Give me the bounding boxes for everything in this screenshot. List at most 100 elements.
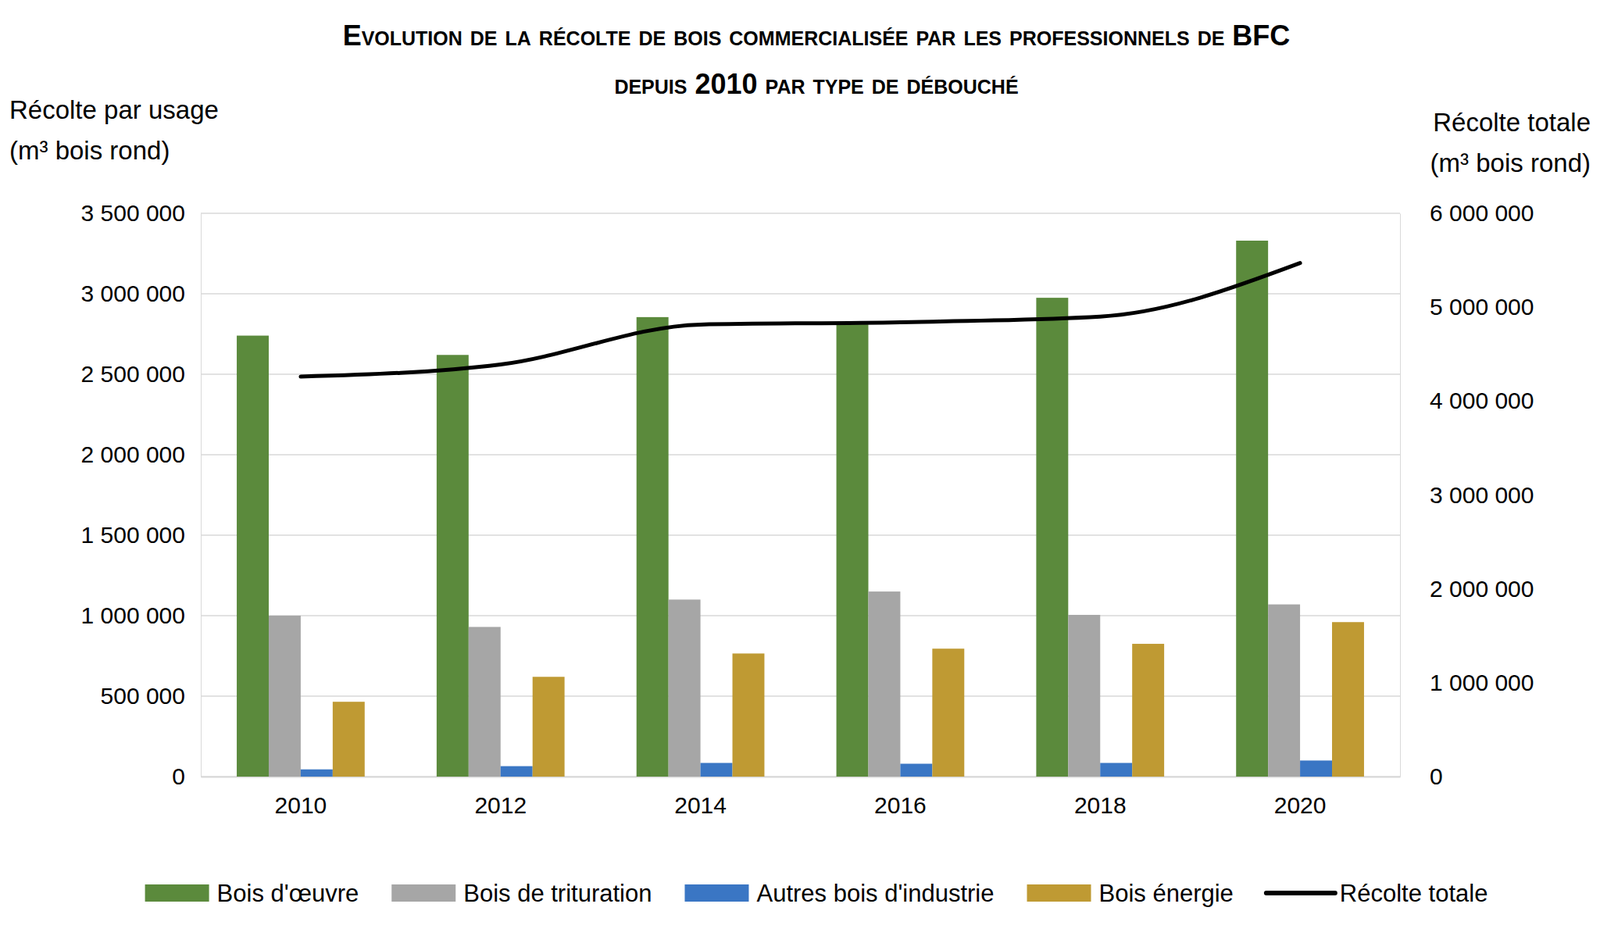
legend-item: Bois de trituration bbox=[391, 879, 652, 908]
x-tick-label: 2016 bbox=[874, 792, 927, 818]
y2-axis-title: Récolte totale bbox=[1432, 107, 1591, 137]
bar bbox=[500, 766, 533, 777]
legend-swatch bbox=[1266, 890, 1336, 896]
y2-tick-label: 1 000 000 bbox=[1429, 669, 1534, 696]
y2-tick: 6 000 000 bbox=[1400, 200, 1534, 226]
x-tick: 2014 bbox=[674, 776, 727, 818]
grid-line bbox=[200, 534, 1400, 536]
y2-tick: 3 000 000 bbox=[1400, 482, 1534, 508]
title: Evolution de la récolte de bois commerci… bbox=[342, 19, 1291, 52]
y-tick-label: 1 000 000 bbox=[81, 602, 186, 629]
y-tick: 1 500 000 bbox=[81, 521, 201, 548]
y2-tick: 0 bbox=[1400, 763, 1443, 790]
legend-item: Autres bois d'industrie bbox=[684, 879, 994, 908]
bar bbox=[1035, 297, 1068, 777]
bar bbox=[836, 324, 869, 777]
bar bbox=[1067, 614, 1100, 777]
legend-swatch bbox=[391, 884, 456, 902]
legend-item: Bois d'œuvre bbox=[145, 879, 360, 908]
y-axis-title: (m³ bois rond) bbox=[9, 135, 170, 165]
y-tick-label: 2 000 000 bbox=[81, 441, 186, 468]
legend: Bois d'œuvre Bois de trituration Autres bo… bbox=[145, 879, 1489, 908]
title: depuis 2010 par type de débouché bbox=[614, 67, 1018, 100]
y2-tick: 4 000 000 bbox=[1400, 387, 1534, 414]
x-tick: 2018 bbox=[1074, 776, 1127, 818]
y2-axis-line bbox=[1400, 214, 1401, 778]
y-tick: 2 500 000 bbox=[81, 360, 201, 387]
x-axis-line bbox=[201, 776, 1401, 779]
y-tick-label: 3 500 000 bbox=[81, 200, 186, 226]
x-tick-label: 2018 bbox=[1074, 792, 1127, 818]
bar-series bbox=[236, 240, 1268, 777]
grid-line bbox=[200, 695, 1400, 697]
y2-axis-title: (m³ bois rond) bbox=[1430, 148, 1591, 178]
grid-line bbox=[200, 453, 1400, 456]
bar bbox=[300, 769, 333, 777]
grid-line bbox=[200, 775, 1400, 778]
legend-swatch bbox=[684, 884, 749, 902]
y-tick-label: 0 bbox=[171, 763, 186, 790]
y2-tick: 1 000 000 bbox=[1400, 669, 1534, 696]
y2-tick-label: 0 bbox=[1429, 763, 1443, 790]
bar bbox=[1132, 643, 1165, 777]
y2-tick-label: 3 000 000 bbox=[1429, 482, 1534, 508]
legend-label: Récolte totale bbox=[1339, 879, 1489, 908]
bar bbox=[900, 764, 933, 777]
y2-tick: 2 000 000 bbox=[1400, 575, 1534, 602]
legend-swatch bbox=[145, 884, 210, 902]
x-tick: 2010 bbox=[275, 776, 328, 818]
y-axis: 0 500 000 1 000 000 1 500 000 2 000 000 2 500… bbox=[81, 200, 202, 790]
bar bbox=[268, 615, 301, 777]
y-tick: 3 500 000 bbox=[81, 200, 201, 226]
x-tick: 2020 bbox=[1274, 776, 1327, 818]
x-tick: 2016 bbox=[874, 776, 927, 818]
y-tick-label: 3 000 000 bbox=[81, 280, 186, 307]
legend-label: Bois d'œuvre bbox=[217, 879, 360, 908]
bar bbox=[436, 354, 469, 777]
x-tick-label: 2010 bbox=[275, 792, 328, 818]
bar bbox=[1332, 621, 1365, 777]
y-tick-label: 2 500 000 bbox=[81, 360, 186, 387]
y2-axis: 0 1 000 000 2 000 000 3 000 000 4 000 000 5 0… bbox=[1400, 200, 1534, 790]
y-tick-label: 1 500 000 bbox=[81, 521, 186, 548]
x-axis: 2010 2012 2014 2016 2018 2020 bbox=[201, 776, 1401, 818]
x-tick: 2012 bbox=[474, 776, 527, 818]
bar bbox=[1100, 762, 1133, 777]
y-tick: 500 000 bbox=[100, 682, 201, 709]
legend-label: Bois de trituration bbox=[463, 879, 652, 908]
grid-line bbox=[200, 614, 1400, 617]
bar bbox=[1235, 240, 1268, 777]
y-axis-title: Récolte par usage bbox=[9, 95, 219, 125]
bar bbox=[468, 626, 501, 777]
grid bbox=[200, 213, 1400, 777]
bar bbox=[732, 653, 765, 777]
bar bbox=[236, 335, 269, 777]
x-tick-label: 2020 bbox=[1274, 792, 1327, 818]
y-tick: 3 000 000 bbox=[81, 280, 201, 307]
x-tick-label: 2014 bbox=[674, 792, 727, 818]
legend-label: Autres bois d'industrie bbox=[756, 879, 994, 908]
bar-series bbox=[332, 621, 1365, 777]
bar bbox=[932, 648, 965, 777]
bar bbox=[636, 317, 669, 777]
y-tick: 1 000 000 bbox=[81, 602, 201, 629]
bar bbox=[867, 591, 900, 777]
bar bbox=[1300, 760, 1333, 777]
y2-tick-label: 6 000 000 bbox=[1429, 200, 1534, 226]
y-tick: 0 bbox=[171, 763, 201, 790]
y2-tick: 5 000 000 bbox=[1400, 293, 1534, 320]
bar bbox=[332, 701, 365, 777]
bar bbox=[1267, 604, 1300, 777]
bar bbox=[700, 762, 733, 777]
y-axis-line bbox=[200, 214, 202, 778]
y-tick-label: 500 000 bbox=[100, 682, 186, 709]
chart: Evolution de la récolte de bois commerci… bbox=[0, 0, 1600, 936]
x-tick-label: 2012 bbox=[474, 792, 527, 818]
bar-series bbox=[300, 760, 1333, 777]
legend-swatch bbox=[1027, 884, 1092, 902]
legend-label: Bois énergie bbox=[1099, 879, 1234, 908]
bar bbox=[532, 676, 565, 777]
plot-area bbox=[236, 240, 1365, 777]
grid-line bbox=[200, 212, 1400, 215]
line bbox=[300, 263, 1300, 377]
